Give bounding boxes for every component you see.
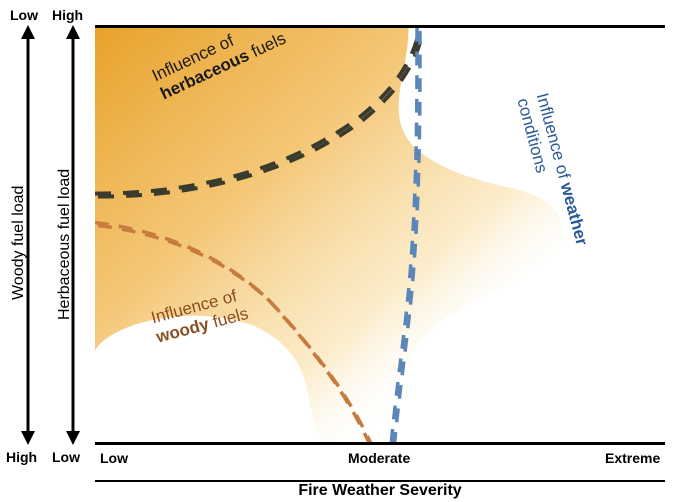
ytick-herb-bottom: Low: [52, 449, 80, 465]
arrow-up-icon: [66, 25, 80, 39]
ytick-herb-top: High: [52, 7, 83, 23]
ytick-woody-top: Low: [10, 7, 38, 23]
arrow-down-icon: [21, 431, 35, 445]
plot-area: Influence ofherbaceous fuels Influence o…: [95, 25, 665, 445]
figure: Low High Woody fuel load High Low Herbac…: [0, 0, 685, 502]
y-axis-woody-title: Woody fuel load: [10, 186, 28, 300]
arrow-up-icon: [21, 25, 35, 39]
xtick-low: Low: [100, 450, 128, 466]
y-axis-herb-title: Herbaceous fuel load: [56, 169, 74, 320]
xtick-extreme: Extreme: [605, 450, 660, 466]
xtick-moderate: Moderate: [348, 450, 410, 466]
arrow-down-icon: [66, 431, 80, 445]
x-axis-title: Fire Weather Severity: [95, 482, 665, 500]
ytick-woody-bottom: High: [6, 449, 37, 465]
